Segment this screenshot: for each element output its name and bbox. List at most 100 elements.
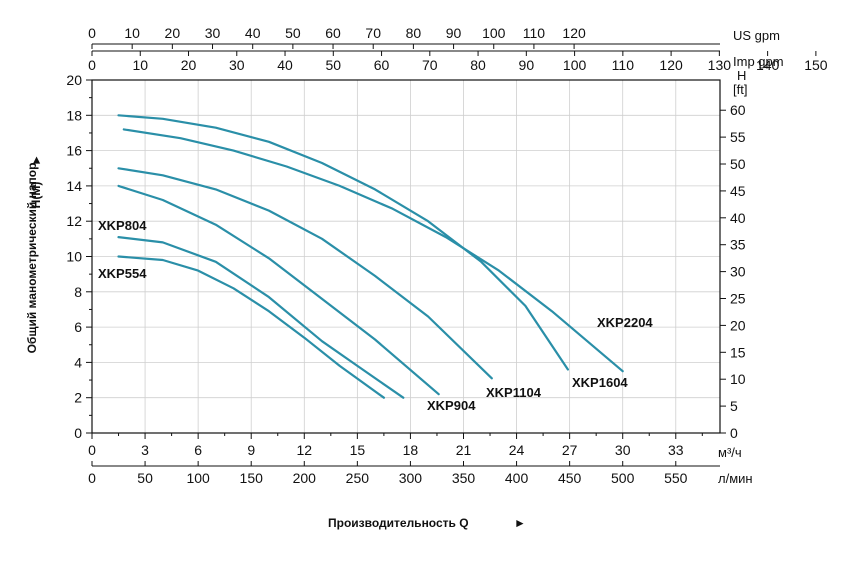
- imp-gpm-tick-label: 100: [563, 57, 587, 73]
- ft-tick-label: 55: [730, 129, 746, 145]
- lmin-tick-label: 250: [346, 470, 370, 486]
- imp-gpm-tick-label: 40: [277, 57, 293, 73]
- lmin-tick-label: 450: [558, 470, 582, 486]
- series-label-xkp804: XKP804: [98, 218, 147, 233]
- y-tick-label: 20: [66, 72, 82, 88]
- x-tick-label: 33: [668, 442, 684, 458]
- x-tick-label: 18: [403, 442, 419, 458]
- imp-gpm-tick-label: 120: [659, 57, 683, 73]
- series-label-xkp1104: XKP1104: [486, 385, 542, 400]
- lmin-tick-label: 550: [664, 470, 688, 486]
- imp-gpm-tick-label: 110: [612, 57, 635, 73]
- x-tick-label: 6: [194, 442, 202, 458]
- y-tick-label: 14: [66, 178, 82, 194]
- us-gpm-tick-label: 80: [406, 25, 422, 41]
- feet-axis-unit-ft: [ft]: [733, 82, 747, 97]
- lmin-tick-label: 100: [186, 470, 210, 486]
- ft-tick-label: 10: [730, 371, 746, 387]
- curve-xkp904: [117, 184, 440, 396]
- lmin-tick-label: 500: [611, 470, 635, 486]
- series-label-xkp2204: XKP2204: [597, 315, 653, 330]
- y-axis-symbol: H(M): [29, 182, 43, 209]
- x-tick-label: 21: [456, 442, 472, 458]
- x-tick-label: 3: [141, 442, 149, 458]
- imp-gpm-tick-label: 140: [756, 57, 780, 73]
- us-gpm-tick-label: 0: [88, 25, 96, 41]
- imp-gpm-tick-label: 50: [326, 57, 342, 73]
- grid-lines: [92, 80, 720, 433]
- imp-gpm-tick-label: 30: [229, 57, 245, 73]
- ft-tick-label: 25: [730, 291, 746, 307]
- imp-gpm-tick-label: 60: [374, 57, 390, 73]
- ft-tick-label: 30: [730, 264, 746, 280]
- imp-gpm-tick-label: 0: [88, 57, 96, 73]
- curve-xkp804: [117, 236, 405, 399]
- ft-tick-label: 60: [730, 102, 746, 118]
- ft-tick-label: 15: [730, 344, 746, 360]
- pump-curves: [117, 114, 624, 399]
- us-gpm-tick-label: 50: [285, 25, 301, 41]
- x-tick-label: 30: [615, 442, 631, 458]
- curve-xkp2204: [122, 128, 624, 373]
- curve-xkp1104: [117, 167, 493, 380]
- ft-tick-label: 0: [730, 425, 738, 441]
- lmin-tick-label: 200: [293, 470, 317, 486]
- us-gpm-tick-label: 110: [523, 25, 546, 41]
- us-gpm-tick-label: 60: [325, 25, 341, 41]
- y-tick-label: 10: [66, 249, 82, 265]
- curve-xkp554: [117, 255, 385, 399]
- x-axis-unit-lmin: л/мин: [718, 471, 753, 486]
- lmin-tick-label: 350: [452, 470, 476, 486]
- y-tick-label: 8: [74, 284, 82, 300]
- imp-gpm-tick-label: 20: [181, 57, 197, 73]
- feet-axis-unit-h: H: [737, 68, 746, 83]
- curve-labels: XKP554 XKP804 XKP904 XKP1104 XKP1604 XKP2204: [98, 218, 653, 413]
- series-label-xkp554: XKP554: [98, 266, 147, 281]
- us-gpm-tick-label: 10: [124, 25, 140, 41]
- x-tick-label: 15: [350, 442, 366, 458]
- us-gpm-tick-label: 100: [482, 25, 506, 41]
- us-gpm-tick-label: 20: [165, 25, 181, 41]
- series-label-xkp1604: XKP1604: [572, 375, 628, 390]
- ft-tick-label: 35: [730, 237, 746, 253]
- series-label-xkp904: XKP904: [427, 398, 476, 413]
- x-tick-label: 27: [562, 442, 578, 458]
- y-tick-label: 2: [74, 390, 82, 406]
- x-axis-arrow-icon: ►: [514, 516, 526, 530]
- us-gpm-tick-label: 30: [205, 25, 221, 41]
- us-gpm-unit-label: US gpm: [733, 28, 780, 43]
- imp-gpm-tick-label: 150: [804, 57, 828, 73]
- ft-tick-label: 40: [730, 210, 746, 226]
- y-tick-label: 12: [66, 213, 82, 229]
- ft-tick-label: 50: [730, 156, 746, 172]
- y-axis-title: Общий манометрический напор: [25, 163, 39, 354]
- imp-gpm-tick-label: 130: [708, 57, 732, 73]
- lmin-tick-label: 300: [399, 470, 423, 486]
- us-gpm-tick-label: 120: [562, 25, 586, 41]
- imp-gpm-unit-label: Imp gpm: [733, 54, 784, 69]
- us-gpm-tick-label: 70: [365, 25, 381, 41]
- lmin-tick-label: 50: [137, 470, 153, 486]
- y-tick-label: 6: [74, 319, 82, 335]
- x-axis-title-text: Производительность Q: [328, 516, 469, 530]
- x-axis-title: Производительность Q ►: [328, 516, 526, 530]
- y-axis-arrow: ►: [29, 154, 43, 166]
- ft-tick-label: 45: [730, 183, 746, 199]
- x-tick-label: 12: [296, 442, 312, 458]
- y-axis-arrow-icon: ►: [29, 154, 43, 166]
- x-tick-label: 0: [88, 442, 96, 458]
- x-tick-label: 9: [247, 442, 255, 458]
- y-tick-label: 16: [66, 143, 82, 159]
- lmin-tick-label: 150: [240, 470, 264, 486]
- imp-gpm-tick-label: 10: [132, 57, 148, 73]
- lmin-tick-label: 0: [88, 470, 96, 486]
- y-tick-label: 0: [74, 425, 82, 441]
- y-axis-symbol-text: H(M): [29, 182, 43, 209]
- us-gpm-tick-label: 90: [446, 25, 462, 41]
- y-tick-label: 18: [66, 107, 82, 123]
- us-gpm-tick-label: 40: [245, 25, 261, 41]
- imp-gpm-tick-label: 80: [470, 57, 486, 73]
- ft-tick-label: 5: [730, 398, 738, 414]
